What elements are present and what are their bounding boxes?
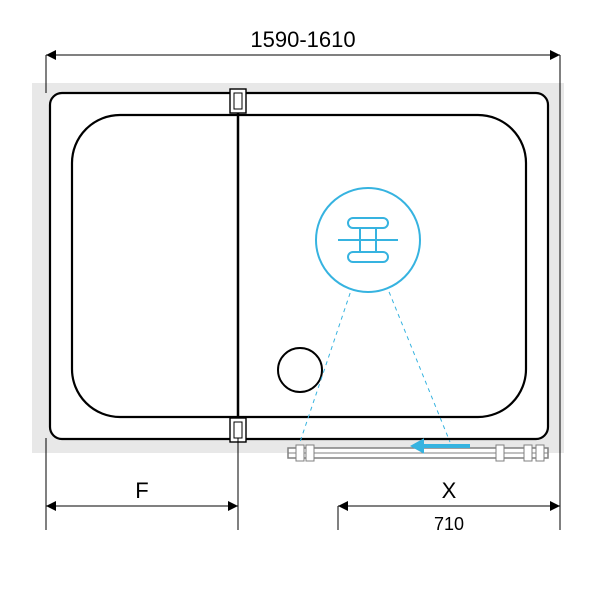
dim-x-label: X <box>442 478 457 503</box>
track-roller <box>536 445 544 461</box>
track-roller <box>496 445 504 461</box>
dim-top-label: 1590-1610 <box>250 27 355 52</box>
track-roller <box>524 445 532 461</box>
dim-x-value: 710 <box>434 514 464 534</box>
dim-f-label: F <box>135 478 148 503</box>
track-roller <box>306 445 314 461</box>
tray-outer <box>50 93 548 439</box>
track-roller <box>296 445 304 461</box>
